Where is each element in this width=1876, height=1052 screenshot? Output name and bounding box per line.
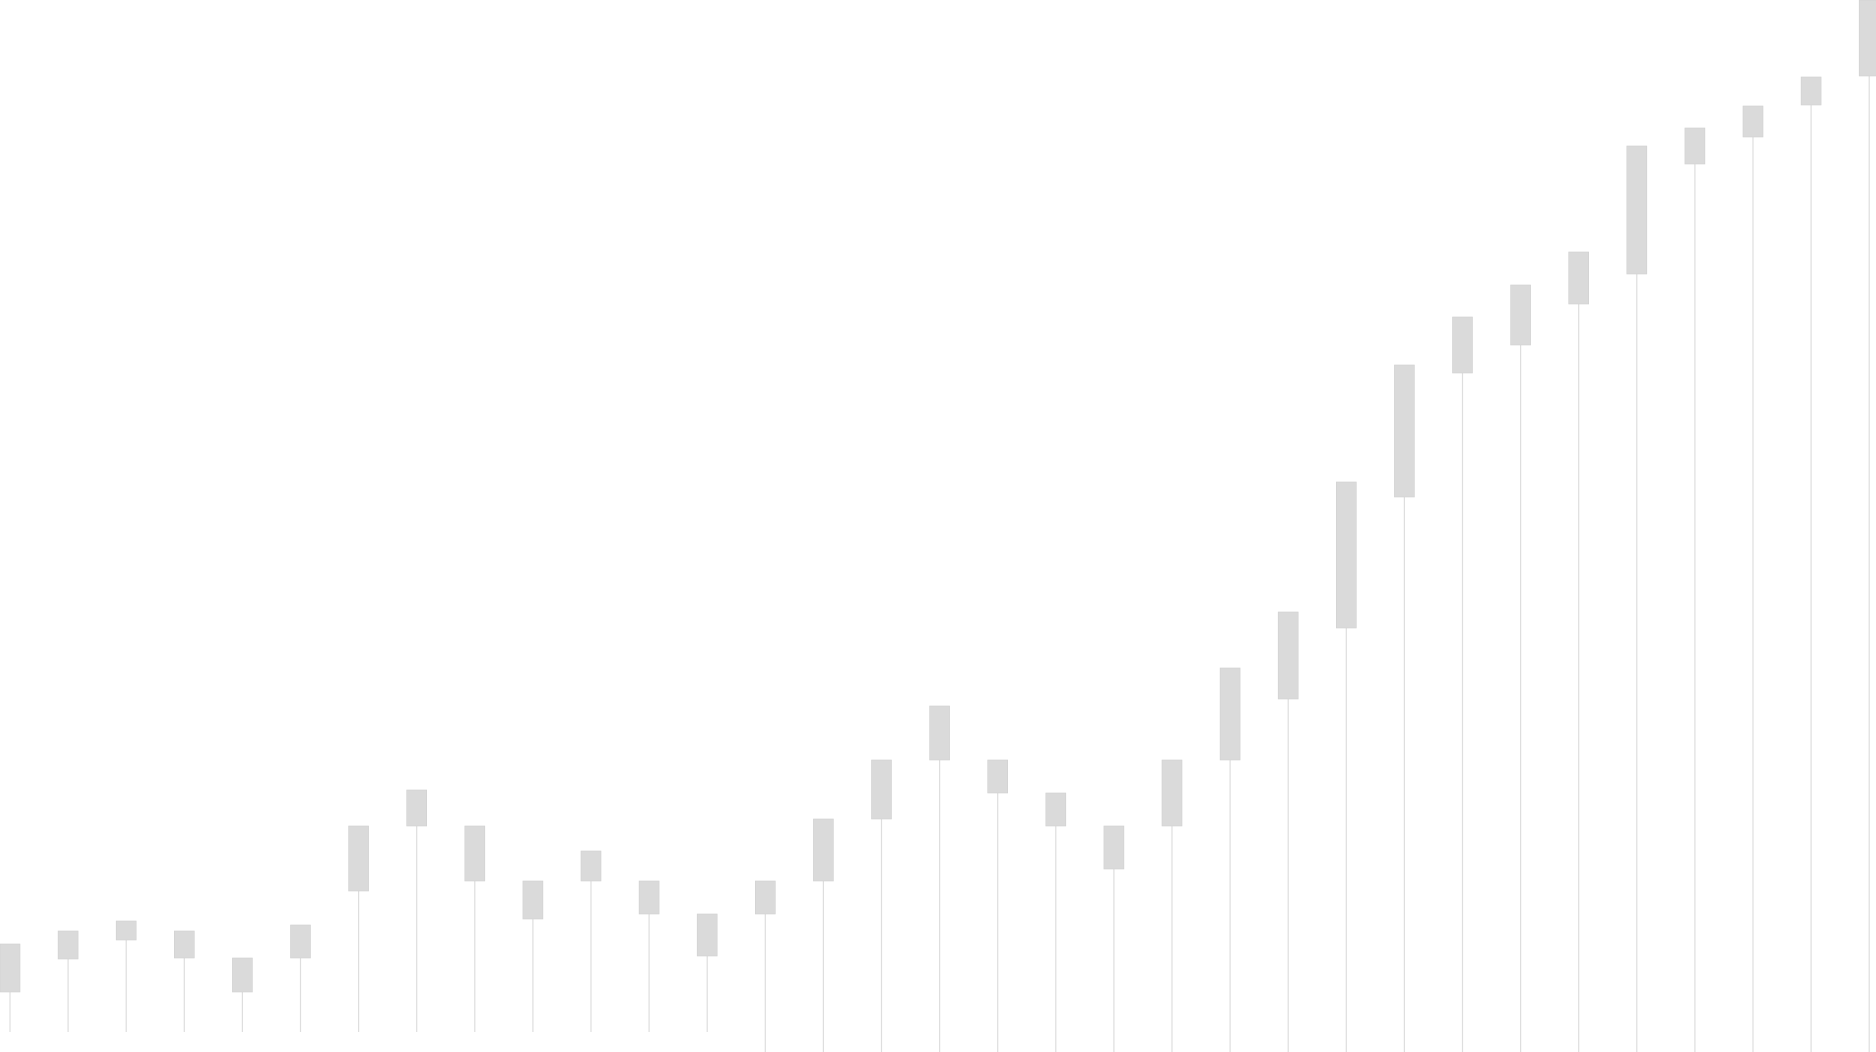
candle-body — [1103, 825, 1125, 870]
candle-body — [174, 930, 195, 959]
candle-body — [522, 880, 544, 920]
body-group — [0, 0, 1876, 993]
candle-body — [464, 825, 486, 882]
candle-body — [1568, 251, 1589, 305]
candle-body — [813, 818, 834, 882]
candle-body — [115, 920, 137, 941]
candle-body — [754, 880, 776, 915]
candle-body — [1277, 611, 1299, 700]
candle-body — [638, 880, 660, 915]
candle-body — [871, 759, 892, 820]
candle-body — [580, 850, 602, 882]
candle-body — [1800, 76, 1822, 106]
candle-body — [1626, 145, 1648, 275]
candle-body — [929, 705, 950, 761]
candle-body — [232, 957, 253, 993]
candle-body — [1742, 105, 1764, 138]
candle-body — [1336, 481, 1357, 629]
candle-body — [348, 825, 369, 892]
candle-body — [1684, 127, 1706, 165]
candle-body — [987, 759, 1009, 794]
candle-body — [696, 913, 718, 957]
candle-body — [0, 943, 21, 993]
candle-body — [1510, 284, 1531, 346]
candle-body — [1161, 759, 1183, 827]
candle-body — [1858, 0, 1876, 77]
candle-body — [57, 930, 79, 960]
wick-group — [9, 76, 1870, 1052]
candle-body — [290, 924, 311, 959]
candle-body — [1394, 364, 1415, 498]
candle-body — [1219, 667, 1241, 761]
candle-body — [1045, 792, 1067, 827]
candle-body — [406, 789, 428, 827]
candle-body — [1452, 316, 1473, 374]
